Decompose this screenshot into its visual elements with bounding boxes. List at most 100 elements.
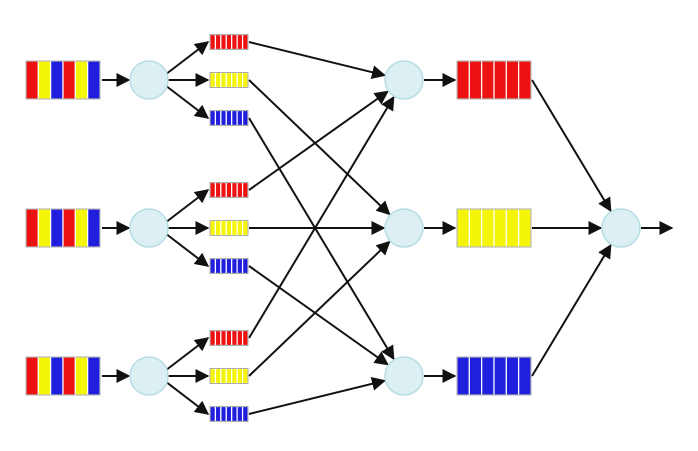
mid-queue-3-blue	[209, 405, 249, 423]
mid-queue-2-blue-slot-6	[236, 257, 244, 275]
mid-queue-3-red	[209, 329, 249, 347]
mid-queue-2-red	[209, 181, 249, 199]
mid-queue-3-yellow-slot-7	[241, 367, 249, 385]
mid-queue-1-yellow-slot-6	[236, 71, 244, 89]
mid-queue-1-yellow	[209, 71, 249, 89]
mid-queue-3-red-slot-1	[209, 329, 217, 347]
mid-queue-3-red-slot-3	[220, 329, 227, 347]
mid-queue-3-red-slot-5	[231, 329, 238, 347]
input-queue-1	[25, 60, 101, 100]
mid-queue-3-red-slot-4	[225, 329, 233, 347]
mid-queue-2-red-slot-3	[220, 181, 227, 199]
mid-queue-1-blue-slot-4	[225, 109, 233, 127]
input-queue-2-frame	[25, 208, 101, 248]
mid-queue-2-blue-slot-7	[241, 257, 249, 275]
input-queue-2-slot-3	[50, 208, 64, 248]
mid-queue-2-red-slot-1	[209, 181, 217, 199]
output-queue-blue-slot-4	[493, 356, 507, 396]
output-queue-blue	[456, 356, 532, 396]
edge-to-final-1	[531, 79, 612, 213]
mid-queue-3-yellow-slot-2	[214, 367, 222, 385]
edge-cross-3-1	[248, 95, 395, 339]
mid-queue-3-blue-slot-1	[209, 405, 217, 423]
mid-queue-2-yellow-slot-3	[220, 219, 227, 237]
mid-queue-2-red-slot-7	[241, 181, 249, 199]
mid-queue-3-blue-slot-5	[231, 405, 238, 423]
mid-queue-1-red-slot-3	[220, 33, 227, 51]
mid-queue-3-red-frame	[209, 330, 249, 346]
input-queue-1-slot-3	[50, 60, 64, 100]
mid-queue-1-yellow-slot-2	[214, 71, 222, 89]
merge-blue	[384, 356, 424, 396]
output-queue-yellow-slot-6	[518, 208, 532, 248]
mid-queue-1-blue-slot-3	[220, 109, 227, 127]
mid-queue-3-yellow	[209, 367, 249, 385]
input-queue-2-slot-4	[62, 208, 76, 248]
output-queue-yellow-slot-5	[505, 208, 520, 248]
edges	[102, 41, 674, 415]
edge-to-final-3	[531, 243, 612, 377]
input-queue-3-frame	[25, 356, 101, 396]
input-queue-1-slot-5	[74, 60, 89, 100]
input-queue-3-slot-6	[87, 356, 101, 396]
mid-queue-1-yellow-slot-3	[220, 71, 227, 89]
mid-queue-2-blue-slot-4	[225, 257, 233, 275]
mid-queue-1-blue-slot-7	[241, 109, 249, 127]
output-queue-blue-slot-5	[505, 356, 520, 396]
input-queue-3	[25, 356, 101, 396]
output-queue-yellow-slot-2	[468, 208, 483, 248]
mid-queue-3-blue-slot-6	[236, 405, 244, 423]
mid-queue-3-yellow-slot-3	[220, 367, 227, 385]
in-node-3	[129, 356, 169, 396]
mid-queue-3-red-slot-7	[241, 329, 249, 347]
mid-queue-1-yellow-frame	[209, 72, 249, 88]
edge-cross-2-1	[248, 90, 389, 191]
mid-queue-3-yellow-slot-6	[236, 367, 244, 385]
mid-queue-3-yellow-slot-5	[231, 367, 238, 385]
input-queue-2-slot-2	[37, 208, 52, 248]
mid-queue-1-red-slot-2	[214, 33, 222, 51]
queues	[25, 33, 532, 423]
mid-queue-2-red-slot-5	[231, 181, 238, 199]
edge-cross-1-1	[248, 41, 386, 80]
input-queue-2-slot-5	[74, 208, 89, 248]
edge-cross-3-3	[248, 376, 386, 415]
mid-queue-1-red-slot-5	[231, 33, 238, 51]
mid-queue-2-red-slot-4	[225, 181, 233, 199]
edge-fanout-1-1	[161, 41, 210, 78]
output-queue-blue-slot-3	[481, 356, 495, 396]
output-queue-yellow-slot-4	[493, 208, 507, 248]
mid-queue-2-red-slot-6	[236, 181, 244, 199]
output-queue-red-slot-3	[481, 60, 495, 100]
output-queue-yellow-slot-3	[481, 208, 495, 248]
edge-fanout-3-1	[161, 337, 210, 374]
output-queue-yellow-slot-1	[456, 208, 470, 248]
mid-queue-1-blue-slot-6	[236, 109, 244, 127]
mid-queue-1-blue-frame	[209, 110, 249, 126]
mid-queue-1-red-slot-7	[241, 33, 249, 51]
input-queue-1-slot-6	[87, 60, 101, 100]
nodes	[129, 60, 641, 396]
output-queue-yellow-frame	[456, 208, 532, 248]
mid-queue-3-yellow-slot-4	[225, 367, 233, 385]
mid-queue-3-blue-frame	[209, 406, 249, 422]
output-queue-red-slot-2	[468, 60, 483, 100]
input-queue-1-slot-4	[62, 60, 76, 100]
edge-fanout-2-3	[161, 230, 210, 267]
edge-cross-2-3	[248, 265, 389, 366]
output-queue-red-slot-1	[456, 60, 470, 100]
mid-queue-3-blue-slot-3	[220, 405, 227, 423]
mid-queue-1-yellow-slot-1	[209, 71, 217, 89]
mid-queue-2-yellow-slot-6	[236, 219, 244, 237]
output-queue-blue-slot-1	[456, 356, 470, 396]
mid-queue-2-yellow-slot-7	[241, 219, 249, 237]
input-queue-2	[25, 208, 101, 248]
mid-queue-2-blue-slot-2	[214, 257, 222, 275]
mid-queue-1-blue	[209, 109, 249, 127]
mid-queue-2-yellow	[209, 219, 249, 237]
input-queue-3-slot-3	[50, 356, 64, 396]
output-queue-red-frame	[456, 60, 532, 100]
mid-queue-2-blue-slot-5	[231, 257, 238, 275]
output-queue-red	[456, 60, 532, 100]
